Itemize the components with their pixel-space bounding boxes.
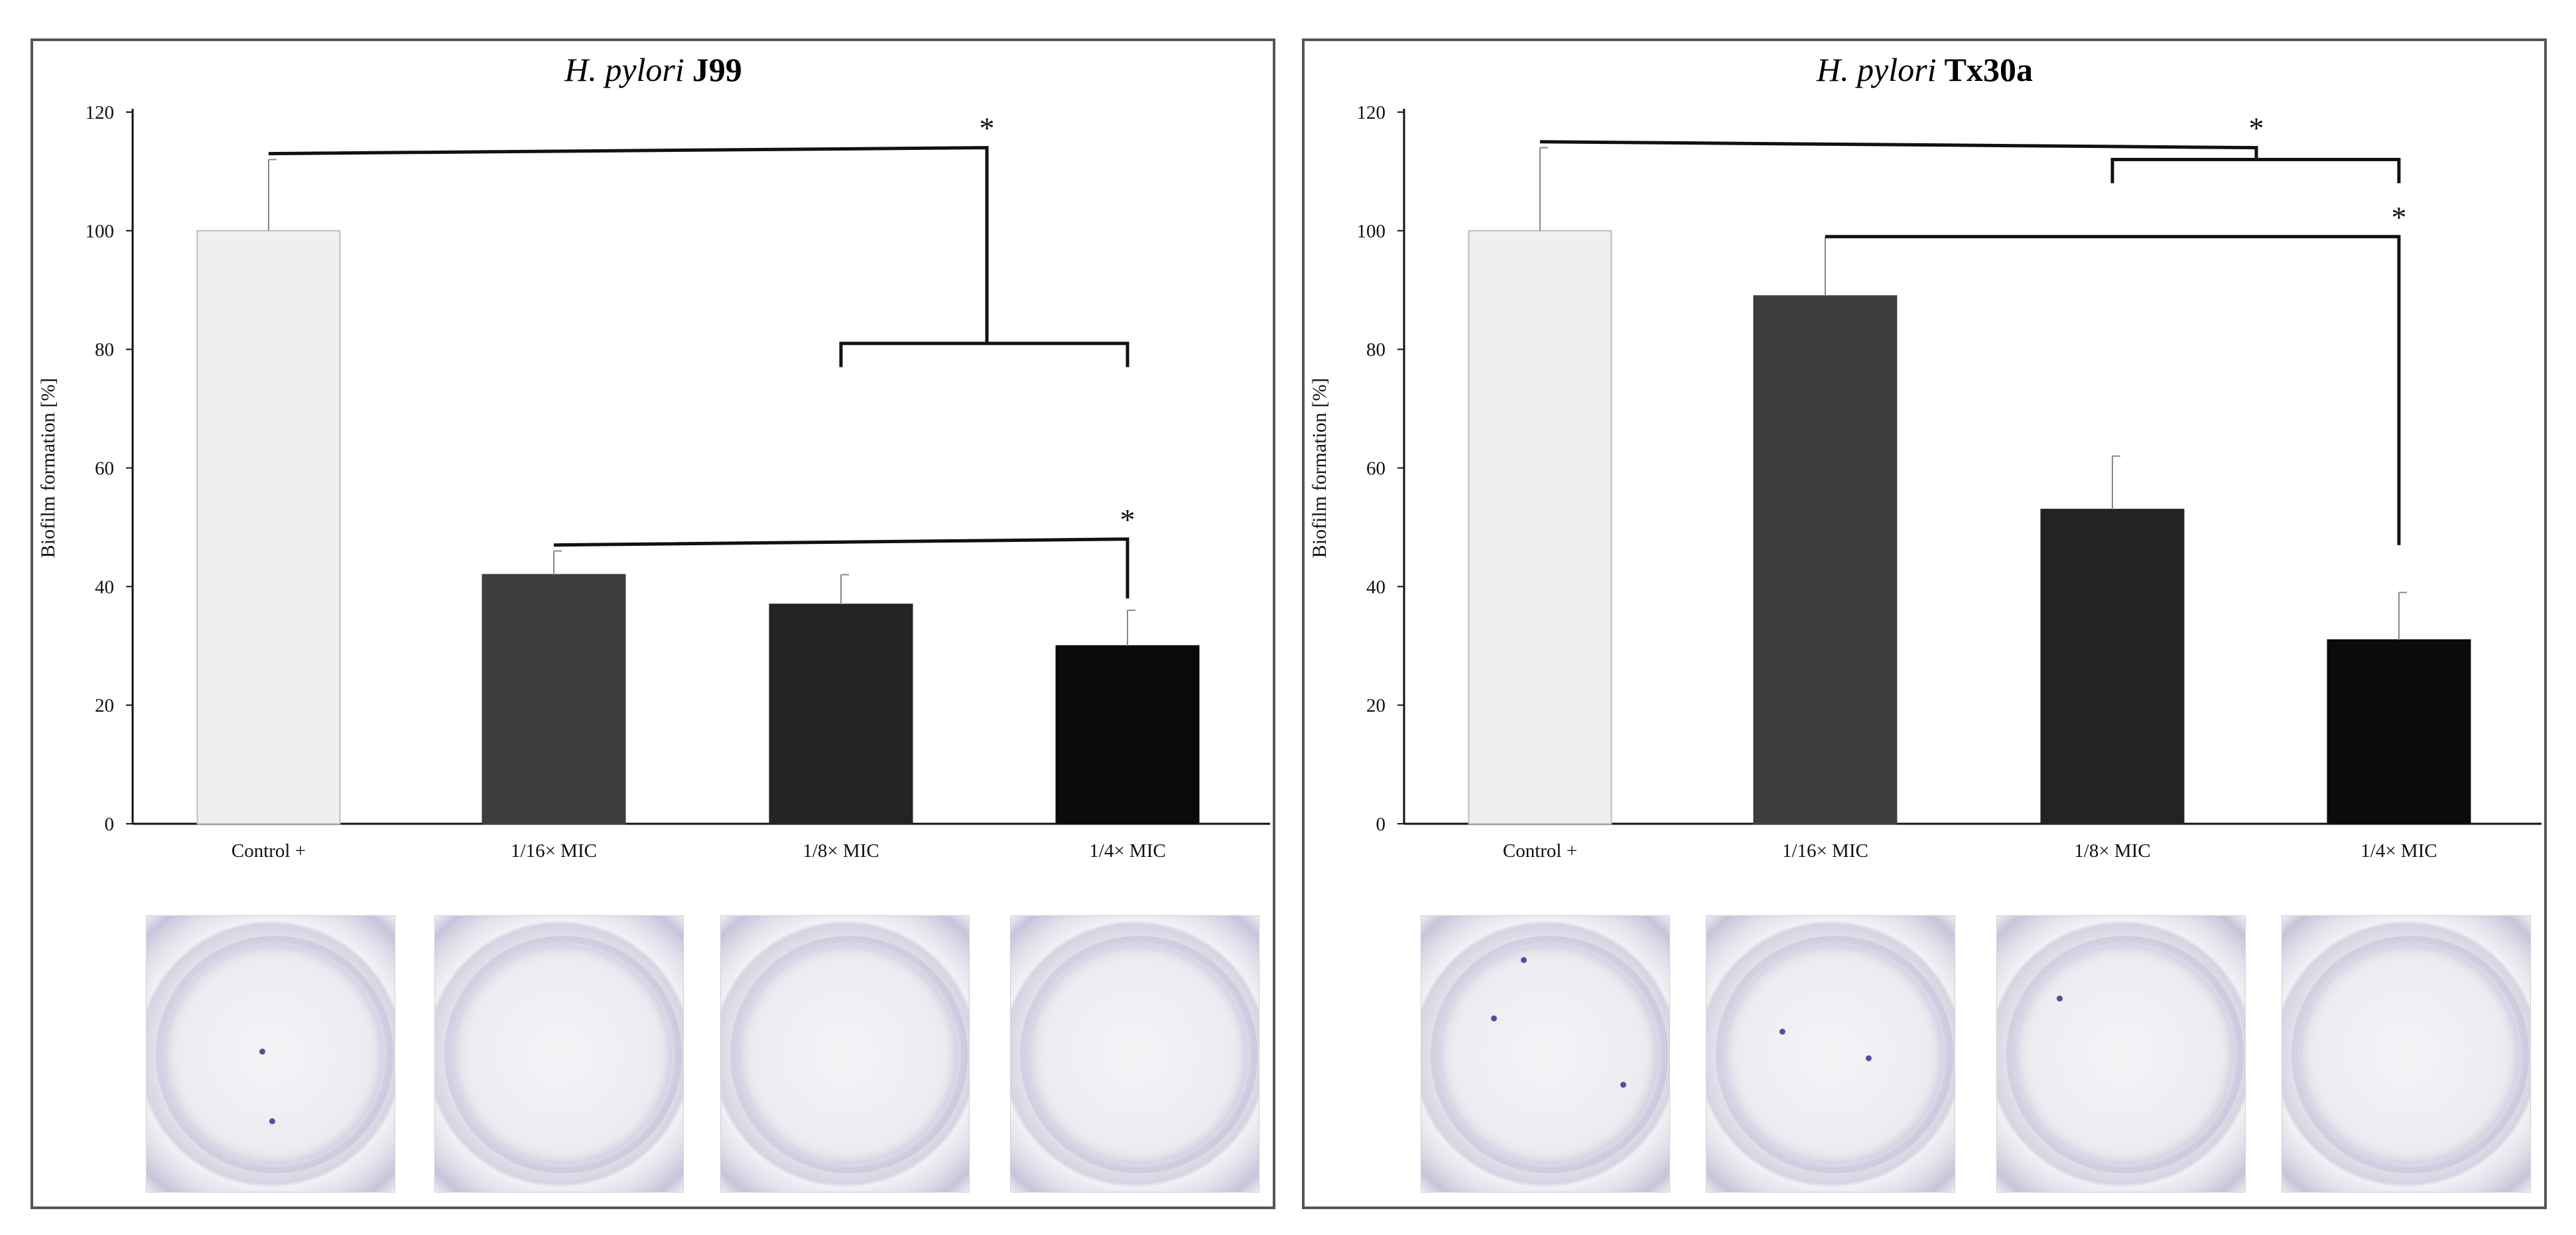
y-tick-label: 60 xyxy=(1366,458,1385,480)
well-photo-1-8-mic xyxy=(720,915,970,1193)
y-tick-label: 100 xyxy=(86,221,115,242)
significance-bracket-group xyxy=(839,342,1129,367)
y-tick-label: 20 xyxy=(95,695,114,716)
well-photo-1-16-mic xyxy=(1706,915,1955,1193)
category-label: Control + xyxy=(231,840,306,862)
y-tick-label: 60 xyxy=(95,458,114,480)
bar xyxy=(2327,639,2471,825)
well-photo-1-4-mic xyxy=(1010,915,1259,1193)
category-label: 1/8× MIC xyxy=(2074,840,2150,862)
y-tick-label: 120 xyxy=(86,102,115,123)
chart-title: H. pylori J99 xyxy=(564,51,742,88)
category-label: 1/4× MIC xyxy=(1089,840,1165,862)
significance-bracket-low xyxy=(1825,235,2401,545)
chart-title-species: H. pylori xyxy=(1816,51,1937,88)
chart-panel-j99: H. pylori J99 0 20 40 60 80 100 120 Biofilm forma… xyxy=(31,38,1275,1209)
bar xyxy=(2040,509,2185,824)
bar xyxy=(482,574,626,824)
bar xyxy=(1753,295,1898,825)
well-photo-control xyxy=(146,915,395,1193)
y-tick-label: 0 xyxy=(1376,814,1386,835)
bar xyxy=(769,604,913,824)
significance-bracket-group xyxy=(2110,158,2401,184)
chart-title-species: H. pylori xyxy=(564,51,684,88)
well-photo-1-4-mic xyxy=(2282,915,2531,1193)
significance-bracket-main xyxy=(268,146,989,344)
chart-title: H. pylori Tx30a xyxy=(1816,51,2033,88)
significance-bracket-main xyxy=(1539,140,2258,160)
category-label: 1/16× MIC xyxy=(1782,840,1868,862)
y-axis-label: Biofilm formation [%] xyxy=(37,378,59,558)
y-tick-label: 20 xyxy=(1366,695,1385,716)
significance-star: * xyxy=(2249,111,2264,145)
y-tick-label: 40 xyxy=(1366,576,1385,598)
y-tick-label: 0 xyxy=(105,814,115,835)
well-photo-1-16-mic xyxy=(434,915,684,1193)
significance-bracket-low xyxy=(553,537,1129,599)
y-tick-label: 120 xyxy=(1357,102,1386,123)
chart-j99: H. pylori J99 0 20 40 60 80 100 120 Biofilm forma… xyxy=(37,51,1270,862)
bar xyxy=(196,229,341,825)
category-label: 1/4× MIC xyxy=(2360,840,2437,862)
significance-star: * xyxy=(980,111,995,145)
y-tick-label: 40 xyxy=(95,576,114,598)
category-label: 1/16× MIC xyxy=(511,840,597,862)
well-photo-control xyxy=(1421,915,1670,1193)
y-tick-label: 100 xyxy=(1357,221,1386,242)
bar xyxy=(1468,229,1612,825)
significance-star: * xyxy=(1120,503,1135,537)
well-photo-1-8-mic xyxy=(1996,915,2246,1193)
category-label: 1/8× MIC xyxy=(803,840,879,862)
y-tick-label: 80 xyxy=(95,340,114,361)
chart-title-strain: Tx30a xyxy=(1945,51,2033,88)
significance-star: * xyxy=(2392,200,2407,234)
y-axis-label: Biofilm formation [%] xyxy=(1309,378,1330,558)
y-tick-label: 80 xyxy=(1366,340,1385,361)
category-label: Control + xyxy=(1503,840,1577,862)
chart-panel-tx30a: H. pylori Tx30a 0 20 40 60 80 100 120 Biofilm for… xyxy=(1302,38,2547,1209)
chart-tx30a: H. pylori Tx30a 0 20 40 60 80 100 120 Biofilm for… xyxy=(1309,51,2542,862)
chart-title-strain: J99 xyxy=(692,51,742,88)
bar xyxy=(1055,645,1200,824)
